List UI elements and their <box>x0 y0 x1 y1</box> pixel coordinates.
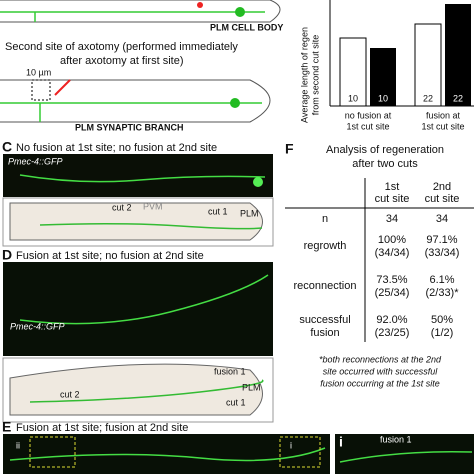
panel-letter: i <box>339 434 343 450</box>
panel-title: No fusion at 1st site; no fusion at 2nd … <box>16 142 217 154</box>
inset-box <box>29 436 76 468</box>
panel-letter: D <box>2 247 12 263</box>
cell: (23/25) <box>375 327 410 339</box>
category: no fusion at <box>345 110 392 120</box>
label: PLM <box>242 382 261 392</box>
row-label: reconnection <box>294 280 357 292</box>
panel-letter: C <box>2 139 12 155</box>
cell: 6.1% <box>429 274 454 286</box>
row-label: regrowth <box>304 240 347 252</box>
table-title: after two cuts <box>352 158 418 170</box>
cell-body <box>253 177 263 187</box>
neuron <box>29 379 264 403</box>
column-header: cut site <box>425 193 460 205</box>
worm-diagram-top <box>0 0 281 23</box>
cell-body <box>230 98 240 108</box>
label: cut 2 <box>60 389 80 399</box>
worm-outline <box>9 363 263 416</box>
bar <box>370 48 396 106</box>
inset-box <box>279 436 321 468</box>
column-header: 2nd <box>433 181 451 193</box>
label: cut 2 <box>112 202 132 212</box>
row-label: fusion <box>310 327 339 339</box>
row-label: successful <box>299 314 350 326</box>
row-label: n <box>322 213 328 225</box>
column-header: 1st <box>385 181 400 193</box>
bar <box>445 4 471 106</box>
caption: Second site of axotomy (performed immedi… <box>5 41 238 53</box>
label: PLM CELL BODY <box>210 22 283 32</box>
panel-title: Fusion at 1st site; no fusion at 2nd sit… <box>16 250 204 262</box>
n-label: 10 <box>378 93 388 103</box>
cell-body <box>235 7 245 17</box>
label: fusion 1 <box>214 366 246 376</box>
panel-letter: F <box>285 141 294 157</box>
cell: (1/2) <box>431 327 454 339</box>
category: 1st cut site <box>421 121 464 131</box>
category: 1st cut site <box>346 121 389 131</box>
scale: 10 µm <box>26 67 51 77</box>
cell: (2/33)* <box>425 287 459 299</box>
reporter: Pmec-4::GFP <box>8 156 63 166</box>
cell: 97.1% <box>426 234 457 246</box>
reporter: Pmec-4::GFP <box>10 321 65 331</box>
label: PVM <box>143 201 163 211</box>
neuron-signal <box>19 274 269 325</box>
axis-label: Average length of regen <box>299 27 309 123</box>
cell: 34 <box>436 213 448 225</box>
worm-diagram-second <box>0 79 271 123</box>
axis-label: from second cut site <box>310 35 320 116</box>
column-header: cut site <box>375 193 410 205</box>
cell: (25/34) <box>375 287 410 299</box>
neuron-signal <box>19 174 266 183</box>
category: fusion at <box>426 110 461 120</box>
worm-outline <box>0 79 271 123</box>
arrow <box>54 79 71 96</box>
micrograph <box>3 262 273 356</box>
label: ii <box>16 440 20 450</box>
footnote: fusion occurring at the 1st site <box>320 378 440 388</box>
cell: 73.5% <box>376 274 407 286</box>
cell: 92.0% <box>376 314 407 326</box>
caption: after axotomy at first site) <box>60 55 183 67</box>
label: i <box>290 440 292 450</box>
neuron-signal <box>339 450 473 463</box>
dashed-box <box>31 79 51 101</box>
cell: 34 <box>386 213 398 225</box>
footnote: site occurred with successful <box>323 366 439 376</box>
panel-letter: E <box>2 419 11 435</box>
label: cut 1 <box>226 397 246 407</box>
micrograph <box>3 154 273 197</box>
cut-mark <box>197 2 203 8</box>
n-label: 10 <box>348 93 358 103</box>
micrograph <box>3 434 330 474</box>
label: cut 1 <box>208 206 228 216</box>
cell: (34/34) <box>375 247 410 259</box>
neuron <box>39 222 263 230</box>
bar <box>414 23 442 107</box>
cell: (33/34) <box>425 247 460 259</box>
label: fusion 1 <box>380 434 412 444</box>
label: PLM <box>240 208 259 218</box>
worm-outline <box>9 202 263 241</box>
footnote: *both reconnections at the 2nd <box>319 354 442 364</box>
bar <box>339 37 367 107</box>
worm-outline <box>0 0 281 23</box>
table-title: Analysis of regeneration <box>326 144 444 156</box>
cell: 50% <box>431 314 453 326</box>
n-label: 22 <box>453 93 463 103</box>
label: PLM SYNAPTIC BRANCH <box>75 122 184 132</box>
neuron-signal <box>9 447 326 462</box>
panel-title: Fusion at 1st site; fusion at 2nd site <box>16 422 188 434</box>
n-label: 22 <box>423 93 433 103</box>
cell: 100% <box>378 234 406 246</box>
